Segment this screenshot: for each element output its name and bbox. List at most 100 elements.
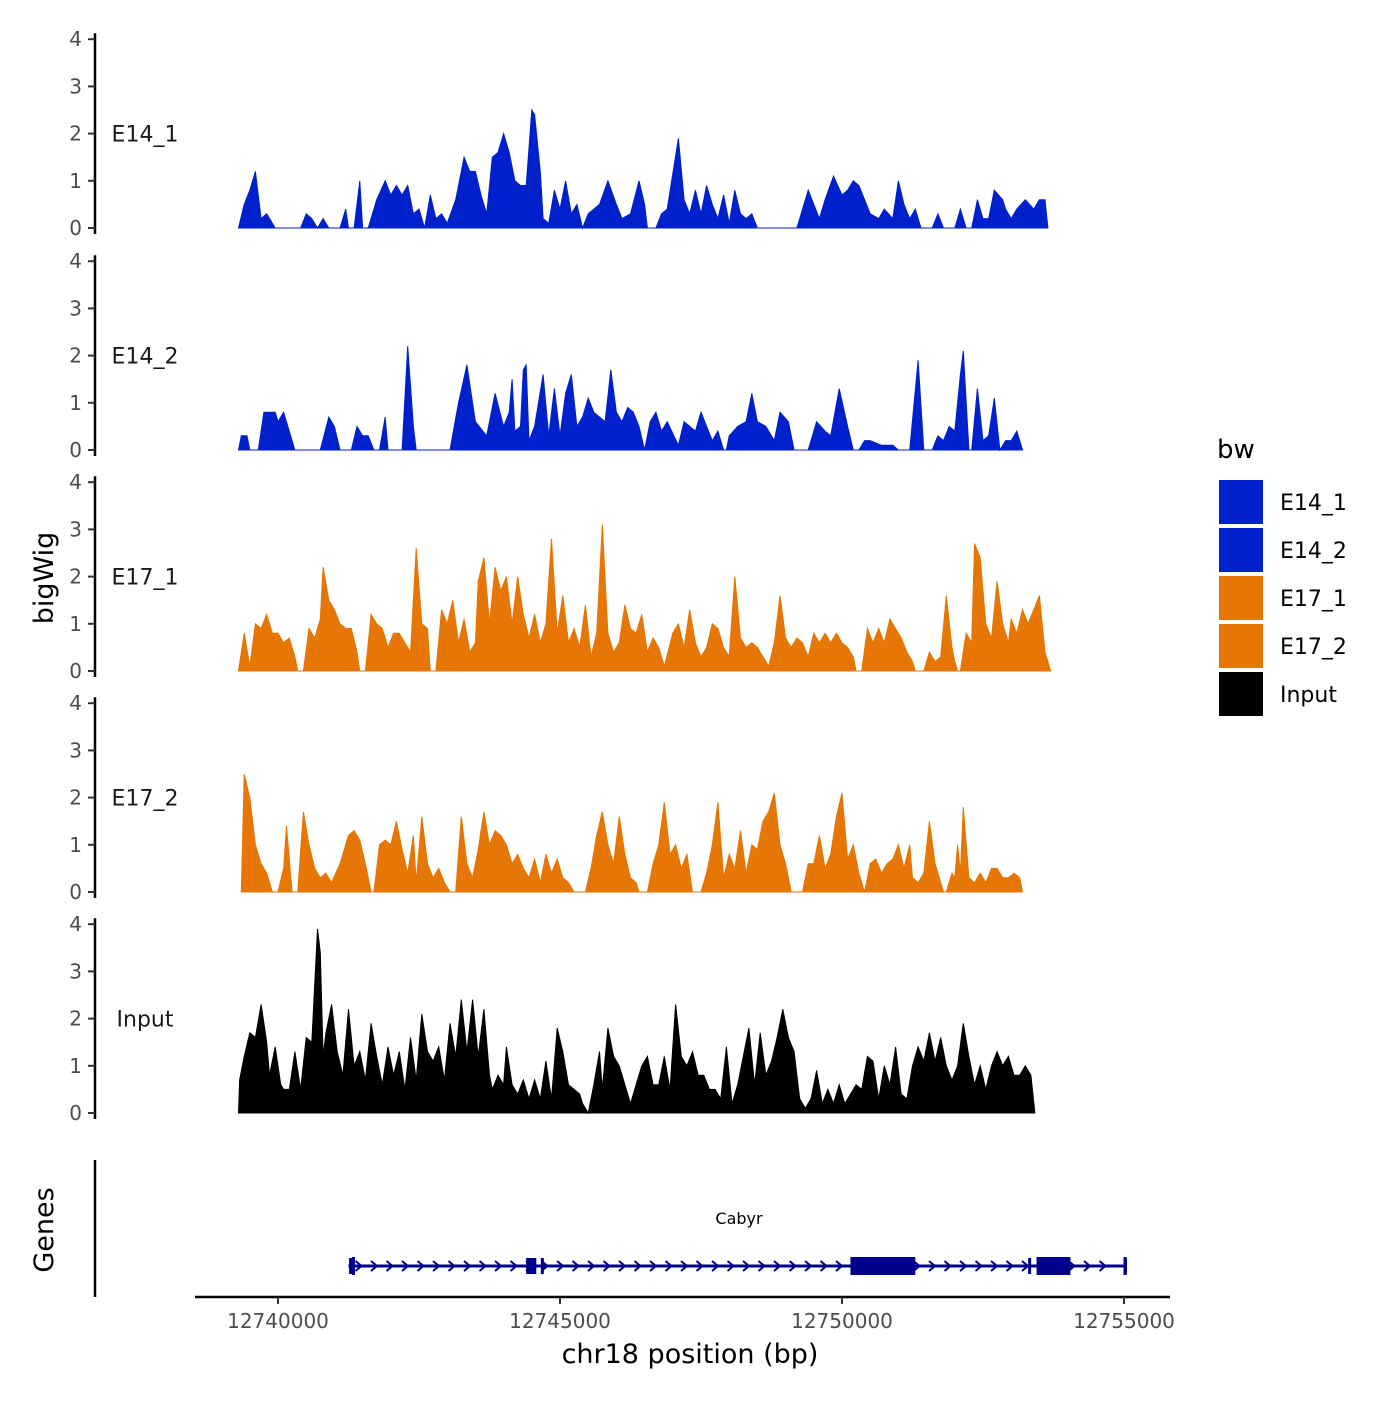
strand-arrow	[1021, 1260, 1030, 1272]
legend-label: E17_1	[1280, 587, 1347, 612]
strand-arrow	[912, 1260, 922, 1272]
strand-arrow	[370, 1260, 379, 1272]
y-axis-title: bigWig	[29, 532, 60, 625]
x-tick-label: 12750000	[791, 1309, 893, 1333]
y-tick-label: 3	[69, 738, 82, 762]
y-tick-label: 3	[69, 296, 82, 320]
y-tick-label: 4	[69, 27, 82, 51]
strand-arrow	[385, 1260, 395, 1272]
strand-arrow	[633, 1260, 643, 1272]
y-tick-label: 3	[69, 517, 82, 541]
legend-swatch	[1219, 672, 1263, 716]
strand-arrow	[494, 1260, 503, 1272]
legend: bw E14_1 E14_2 E17_1 E17_2 Input	[1217, 435, 1347, 716]
y-tick-label: 4	[69, 249, 82, 273]
gene-exon	[526, 1258, 537, 1274]
strand-arrow	[556, 1260, 565, 1272]
area-series	[237, 346, 1024, 452]
gene-label: Cabyr	[715, 1209, 763, 1228]
legend-label: E14_1	[1280, 491, 1347, 516]
y-tick-label: 2	[69, 122, 82, 146]
strand-arrow	[478, 1260, 488, 1272]
track-e17-2: 0 1 2 3 4 E17_2	[69, 691, 1024, 904]
gene-exon	[1036, 1257, 1071, 1275]
y-tick-label: 1	[69, 1054, 82, 1078]
x-axis-title: chr18 position (bp)	[562, 1339, 819, 1370]
legend-swatch	[1219, 576, 1263, 620]
strand-arrow	[664, 1260, 674, 1272]
x-axis: 12740000 12745000 12750000 12755000	[195, 1295, 1175, 1333]
area-series	[237, 928, 1036, 1115]
tracks-layer: 0 1 2 3 4 E14_1 0 1 2 3 4 E14_2 0 1 2 3 4 E17_1 0 1 2 3 4 E17_2…	[69, 27, 1052, 1125]
gene-exon	[349, 1258, 353, 1274]
strand-arrow	[649, 1260, 658, 1272]
strand-arrow	[1005, 1260, 1015, 1272]
strand-arrow	[928, 1260, 937, 1272]
track-label: Input	[117, 1008, 174, 1033]
gene-exon	[1028, 1258, 1032, 1274]
strand-arrow	[354, 1260, 364, 1272]
area-series	[237, 108, 1049, 230]
track-e14-2: 0 1 2 3 4 E14_2	[69, 249, 1024, 462]
legend-swatch	[1219, 528, 1263, 572]
y-tick-label: 4	[69, 912, 82, 936]
strand-arrow	[819, 1260, 829, 1272]
strand-arrow	[804, 1260, 813, 1272]
legend-label: E14_2	[1280, 539, 1347, 564]
legend-label: E17_2	[1280, 635, 1347, 660]
strand-arrow	[695, 1260, 705, 1272]
legend-swatch	[1219, 624, 1263, 668]
y-tick-label: 1	[69, 612, 82, 636]
strand-arrow	[602, 1260, 612, 1272]
y-tick-label: 4	[69, 470, 82, 494]
gene-exon	[850, 1257, 916, 1275]
y-tick-label: 0	[69, 1101, 82, 1125]
x-tick-label: 12755000	[1073, 1309, 1175, 1333]
area-series	[240, 773, 1024, 893]
strand-arrow	[401, 1260, 410, 1272]
strand-arrow	[757, 1260, 767, 1272]
track-label: E14_2	[112, 345, 179, 370]
y-tick-label: 1	[69, 391, 82, 415]
genes-layer: Cabyr	[93, 1160, 1127, 1297]
strand-arrow	[943, 1260, 953, 1272]
strand-arrow	[416, 1260, 426, 1272]
x-tick-label: 12745000	[509, 1309, 611, 1333]
y-tick-label: 0	[69, 438, 82, 462]
strand-arrow	[571, 1260, 581, 1272]
strand-arrow	[788, 1260, 798, 1272]
area-series	[237, 524, 1052, 672]
strand-arrow	[974, 1260, 984, 1272]
track-e14-1: 0 1 2 3 4 E14_1	[69, 27, 1049, 240]
x-tick-label: 12740000	[227, 1309, 329, 1333]
track-label: E14_1	[112, 123, 179, 148]
strand-arrow	[711, 1260, 720, 1272]
legend-label: Input	[1280, 683, 1337, 708]
genes-track-title: Genes	[29, 1187, 60, 1272]
strand-arrow	[1098, 1260, 1108, 1272]
track-label: E17_1	[112, 566, 179, 591]
track-input: 0 1 2 3 4 Input	[69, 912, 1036, 1125]
y-tick-label: 3	[69, 959, 82, 983]
gene-exon	[540, 1258, 544, 1274]
y-tick-label: 0	[69, 880, 82, 904]
y-tick-label: 2	[69, 344, 82, 368]
track-label: E17_2	[112, 787, 179, 812]
strand-arrow	[618, 1260, 627, 1272]
y-tick-label: 2	[69, 786, 82, 810]
legend-title: bw	[1217, 435, 1255, 465]
y-tick-label: 0	[69, 659, 82, 683]
strand-arrow	[587, 1260, 596, 1272]
strand-arrow	[509, 1260, 519, 1272]
y-tick-label: 1	[69, 833, 82, 857]
strand-arrow	[680, 1260, 689, 1272]
strand-arrow	[959, 1260, 968, 1272]
strand-arrow	[990, 1260, 999, 1272]
y-tick-label: 2	[69, 1007, 82, 1031]
strand-arrow	[726, 1260, 736, 1272]
strand-arrow	[463, 1260, 472, 1272]
legend-swatch	[1219, 480, 1263, 524]
strand-arrow	[773, 1260, 782, 1272]
